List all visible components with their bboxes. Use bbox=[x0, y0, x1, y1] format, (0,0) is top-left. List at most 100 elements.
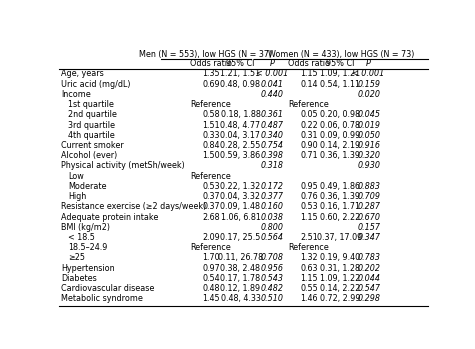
Text: Alcohol (ever): Alcohol (ever) bbox=[61, 151, 117, 160]
Text: < 18.5: < 18.5 bbox=[68, 233, 95, 242]
Text: 0.754: 0.754 bbox=[261, 141, 284, 150]
Text: Reference: Reference bbox=[190, 100, 231, 109]
Text: 0.48, 4.33: 0.48, 4.33 bbox=[220, 294, 260, 303]
Text: 0.11, 26.78: 0.11, 26.78 bbox=[218, 253, 263, 262]
Text: 0.59, 3.86: 0.59, 3.86 bbox=[220, 151, 261, 160]
Text: 95% CI: 95% CI bbox=[226, 59, 255, 68]
Text: 0.883: 0.883 bbox=[357, 182, 380, 191]
Text: 2.51: 2.51 bbox=[300, 233, 318, 242]
Text: 0.31: 0.31 bbox=[300, 131, 318, 140]
Text: 1.09, 1.21: 1.09, 1.21 bbox=[320, 69, 360, 79]
Text: 0.320: 0.320 bbox=[357, 151, 380, 160]
Text: 0.783: 0.783 bbox=[357, 253, 380, 262]
Text: Resistance exercise (≥2 days/week): Resistance exercise (≥2 days/week) bbox=[61, 202, 207, 211]
Text: 0.36, 1.39: 0.36, 1.39 bbox=[320, 151, 360, 160]
Text: Current smoker: Current smoker bbox=[61, 141, 124, 150]
Text: 0.38, 2.48: 0.38, 2.48 bbox=[220, 264, 260, 273]
Text: 1st quartile: 1st quartile bbox=[68, 100, 114, 109]
Text: 0.287: 0.287 bbox=[357, 202, 380, 211]
Text: Uric acid (mg/dL): Uric acid (mg/dL) bbox=[61, 80, 131, 89]
Text: 0.37, 17.09: 0.37, 17.09 bbox=[317, 233, 362, 242]
Text: ≥25: ≥25 bbox=[68, 253, 85, 262]
Text: 95% CI: 95% CI bbox=[326, 59, 354, 68]
Text: Age, years: Age, years bbox=[61, 69, 104, 79]
Text: 0.12, 1.89: 0.12, 1.89 bbox=[220, 284, 261, 293]
Text: 0.020: 0.020 bbox=[357, 90, 380, 99]
Text: 0.044: 0.044 bbox=[357, 274, 380, 283]
Text: 0.038: 0.038 bbox=[261, 213, 284, 222]
Text: 0.04, 3.32: 0.04, 3.32 bbox=[220, 192, 260, 201]
Text: Cardiovascular disease: Cardiovascular disease bbox=[61, 284, 154, 293]
Text: 0.17, 1.78: 0.17, 1.78 bbox=[220, 274, 261, 283]
Text: Diabetes: Diabetes bbox=[61, 274, 97, 283]
Text: Reference: Reference bbox=[190, 243, 231, 252]
Text: Odds ratio: Odds ratio bbox=[288, 59, 330, 68]
Text: 0.318: 0.318 bbox=[261, 162, 284, 170]
Text: 0.06, 0.78: 0.06, 0.78 bbox=[320, 120, 360, 129]
Text: 0.160: 0.160 bbox=[261, 202, 284, 211]
Text: 0.37: 0.37 bbox=[202, 202, 220, 211]
Text: 3rd quartile: 3rd quartile bbox=[68, 120, 115, 129]
Text: 0.157: 0.157 bbox=[357, 223, 380, 232]
Text: Reference: Reference bbox=[289, 100, 329, 109]
Text: 0.487: 0.487 bbox=[261, 120, 284, 129]
Text: 0.670: 0.670 bbox=[357, 213, 380, 222]
Text: 0.347: 0.347 bbox=[357, 233, 380, 242]
Text: 0.172: 0.172 bbox=[261, 182, 284, 191]
Text: 1.09, 1.22: 1.09, 1.22 bbox=[320, 274, 360, 283]
Text: 0.76: 0.76 bbox=[300, 192, 318, 201]
Text: High: High bbox=[68, 192, 86, 201]
Text: P: P bbox=[366, 59, 371, 68]
Text: Metabolic syndrome: Metabolic syndrome bbox=[61, 294, 143, 303]
Text: 0.60, 2.22: 0.60, 2.22 bbox=[320, 213, 360, 222]
Text: 0.709: 0.709 bbox=[357, 192, 380, 201]
Text: 0.045: 0.045 bbox=[357, 110, 380, 119]
Text: 0.19, 9.40: 0.19, 9.40 bbox=[320, 253, 360, 262]
Text: 0.09, 0.99: 0.09, 0.99 bbox=[320, 131, 360, 140]
Text: 0.440: 0.440 bbox=[261, 90, 284, 99]
Text: 0.90: 0.90 bbox=[300, 141, 318, 150]
Text: 2.09: 2.09 bbox=[202, 233, 220, 242]
Text: 0.05: 0.05 bbox=[300, 110, 318, 119]
Text: 18.5–24.9: 18.5–24.9 bbox=[68, 243, 107, 252]
Text: Low: Low bbox=[68, 172, 84, 181]
Text: 0.956: 0.956 bbox=[261, 264, 284, 273]
Text: 0.050: 0.050 bbox=[357, 131, 380, 140]
Text: < 0.001: < 0.001 bbox=[256, 69, 288, 79]
Text: 0.48, 4.77: 0.48, 4.77 bbox=[220, 120, 261, 129]
Text: 0.041: 0.041 bbox=[261, 80, 284, 89]
Text: 0.547: 0.547 bbox=[357, 284, 380, 293]
Text: 0.916: 0.916 bbox=[357, 141, 380, 150]
Text: 0.09, 1.48: 0.09, 1.48 bbox=[220, 202, 260, 211]
Text: 0.48, 0.98: 0.48, 0.98 bbox=[220, 80, 260, 89]
Text: 0.17, 25.5: 0.17, 25.5 bbox=[220, 233, 261, 242]
Text: 1.35: 1.35 bbox=[202, 69, 220, 79]
Text: 0.543: 0.543 bbox=[261, 274, 284, 283]
Text: 0.63: 0.63 bbox=[300, 264, 318, 273]
Text: 1.15: 1.15 bbox=[300, 69, 318, 79]
Text: 0.202: 0.202 bbox=[357, 264, 380, 273]
Text: 2.68: 2.68 bbox=[202, 213, 220, 222]
Text: 4th quartile: 4th quartile bbox=[68, 131, 114, 140]
Text: 0.800: 0.800 bbox=[261, 223, 284, 232]
Text: Reference: Reference bbox=[289, 243, 329, 252]
Text: 0.33: 0.33 bbox=[202, 131, 220, 140]
Text: Odds ratio: Odds ratio bbox=[190, 59, 232, 68]
Text: 1.70: 1.70 bbox=[202, 253, 220, 262]
Text: Adequate protein intake: Adequate protein intake bbox=[61, 213, 159, 222]
Text: 0.71: 0.71 bbox=[300, 151, 318, 160]
Text: 0.22: 0.22 bbox=[300, 120, 318, 129]
Text: 1.51: 1.51 bbox=[202, 120, 220, 129]
Text: 0.16, 1.71: 0.16, 1.71 bbox=[320, 202, 360, 211]
Text: 0.55: 0.55 bbox=[300, 284, 318, 293]
Text: 0.36, 1.39: 0.36, 1.39 bbox=[320, 192, 360, 201]
Text: 0.019: 0.019 bbox=[357, 120, 380, 129]
Text: 0.49, 1.86: 0.49, 1.86 bbox=[320, 182, 360, 191]
Text: 0.72, 2.99: 0.72, 2.99 bbox=[320, 294, 360, 303]
Text: 0.14: 0.14 bbox=[300, 80, 318, 89]
Text: 0.708: 0.708 bbox=[261, 253, 284, 262]
Text: 0.53: 0.53 bbox=[202, 182, 220, 191]
Text: P: P bbox=[270, 59, 275, 68]
Text: 0.54, 1.11: 0.54, 1.11 bbox=[320, 80, 360, 89]
Text: 0.510: 0.510 bbox=[261, 294, 284, 303]
